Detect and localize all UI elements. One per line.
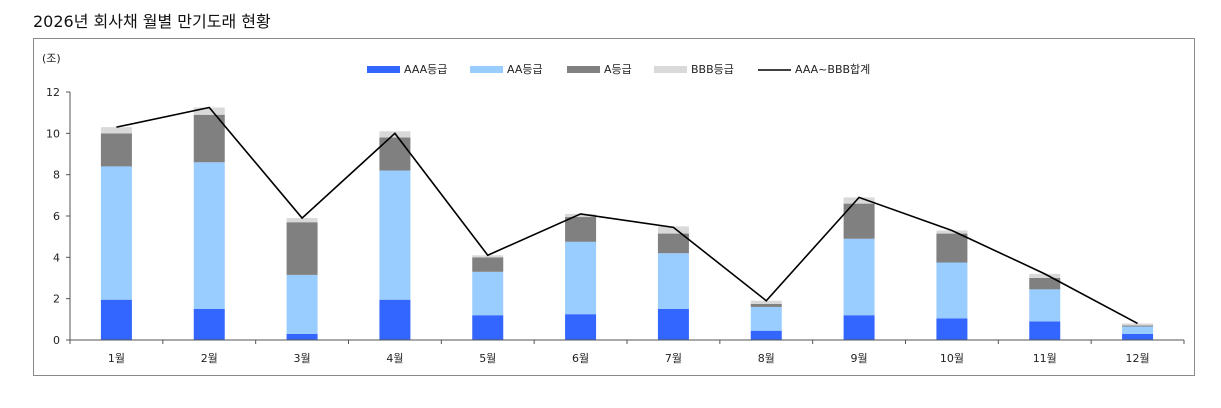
legend-swatch-AA등급 — [470, 66, 503, 73]
legend-label: AAA~BBB합계 — [795, 63, 870, 76]
bar-segment-A등급 — [100, 133, 132, 167]
y-axis: 0 2 4 6 8 10 12 — [46, 86, 71, 347]
bar-segment-AA등급 — [565, 241, 597, 315]
legend-swatch-A등급 — [567, 66, 600, 73]
bar-segment-AAA등급 — [193, 309, 225, 340]
bar-segment-AAA등급 — [472, 315, 504, 340]
y-tick-label: 0 — [53, 334, 60, 347]
y-unit-label: (조) — [42, 52, 61, 65]
x-tick-label: 12월 — [1126, 352, 1150, 365]
bar-segment-BBB등급 — [286, 218, 318, 223]
bar-segment-BBB등급 — [843, 197, 875, 204]
bar-segment-BBB등급 — [657, 226, 689, 234]
bar-segment-AA등급 — [1122, 326, 1154, 334]
y-tick-label: 6 — [53, 210, 60, 223]
bar-segment-AAA등급 — [657, 309, 689, 340]
x-tick-label: 2월 — [201, 352, 218, 365]
bar-segment-AAA등급 — [286, 333, 318, 340]
x-tick-label: 3월 — [294, 352, 311, 365]
total-line-path — [116, 106, 1138, 325]
x-tick-label: 7월 — [665, 352, 682, 365]
bar-segment-AA등급 — [1029, 289, 1061, 322]
bar-segment-AAA등급 — [936, 318, 968, 340]
y-tick-label: 4 — [53, 251, 60, 264]
legend-swatch-AAA등급 — [367, 66, 400, 73]
bar-segment-BBB등급 — [1029, 273, 1061, 278]
bar-segment-AA등급 — [379, 170, 411, 300]
x-axis: 1월 2월 3월 4월 5월 6월 7월 8월 9월 10월 11월 12월 — [69, 339, 1185, 365]
y-tick-label: 10 — [46, 127, 60, 140]
bars — [100, 107, 1154, 340]
bar-segment-BBB등급 — [565, 213, 597, 218]
bar-segment-AAA등급 — [1122, 333, 1154, 340]
bar-segment-BBB등급 — [472, 255, 504, 258]
x-tick-label: 4월 — [386, 352, 403, 365]
bar-segment-BBB등급 — [100, 127, 132, 134]
legend-label: AA등급 — [507, 63, 543, 76]
x-tick-label: 1월 — [108, 352, 125, 365]
bar-segment-AA등급 — [286, 274, 318, 334]
legend: AAA등급 AA등급 A등급 BBB등급 AAA~BBB합계 — [367, 63, 870, 76]
bar-segment-AAA등급 — [379, 299, 411, 340]
bar-segment-AAA등급 — [100, 299, 132, 340]
bar-segment-A등급 — [286, 222, 318, 275]
bar-segment-AA등급 — [100, 166, 132, 300]
stacked-bar-chart: (조) AAA등급 AA등급 A등급 BBB등급 AAA~BBB합계 0 2 4 6 8 10 12… — [42, 52, 1185, 365]
x-tick-label: 11월 — [1033, 352, 1057, 365]
bar-segment-AA등급 — [657, 253, 689, 309]
bar-segment-AA등급 — [472, 271, 504, 316]
bar-segment-BBB등급 — [193, 107, 225, 115]
x-tick-label: 6월 — [572, 352, 589, 365]
legend-label: BBB등급 — [691, 63, 734, 76]
x-tick-label: 9월 — [851, 352, 868, 365]
total-line — [116, 106, 1138, 325]
bar-segment-A등급 — [936, 233, 968, 263]
bar-segment-BBB등급 — [1122, 323, 1154, 326]
bar-segment-BBB등급 — [750, 300, 782, 304]
bar-segment-AA등급 — [936, 262, 968, 319]
bar-segment-AA등급 — [193, 162, 225, 309]
x-tick-label: 5월 — [479, 352, 496, 365]
bar-segment-A등급 — [565, 217, 597, 242]
y-tick-label: 2 — [53, 293, 60, 306]
x-tick-label: 8월 — [758, 352, 775, 365]
bar-segment-A등급 — [193, 114, 225, 163]
bar-segment-A등급 — [1122, 325, 1154, 327]
page-title: 2026년 회사채 월별 만기도래 현황 — [33, 12, 271, 31]
bar-segment-AA등급 — [750, 306, 782, 331]
bar-segment-AAA등급 — [750, 330, 782, 340]
legend-label: AAA등급 — [404, 63, 447, 76]
legend-swatch-BBB등급 — [654, 66, 687, 73]
bar-segment-A등급 — [1029, 278, 1061, 290]
bar-segment-AAA등급 — [565, 314, 597, 340]
legend-label: A등급 — [604, 63, 632, 76]
bar-segment-AAA등급 — [843, 315, 875, 340]
bar-segment-A등급 — [472, 257, 504, 272]
chart-frame: (조) AAA등급 AA등급 A등급 BBB등급 AAA~BBB합계 0 2 4 6 8 10 12… — [33, 38, 1195, 376]
bar-segment-A등급 — [657, 233, 689, 254]
y-tick-label: 12 — [46, 86, 60, 99]
bar-segment-BBB등급 — [936, 230, 968, 234]
y-tick-label: 8 — [53, 169, 60, 182]
bar-segment-AA등급 — [843, 238, 875, 316]
bar-segment-A등급 — [750, 303, 782, 307]
x-tick-label: 10월 — [940, 352, 964, 365]
bar-segment-AAA등급 — [1029, 321, 1061, 340]
